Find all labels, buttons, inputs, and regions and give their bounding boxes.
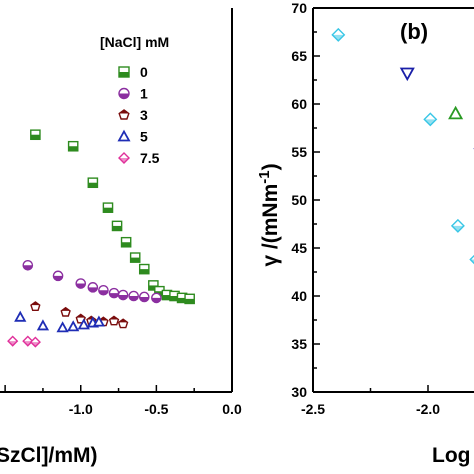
right-data-point (423, 112, 438, 127)
left-data-point (14, 310, 27, 322)
legend-title: [NaCl] mM (100, 34, 169, 50)
left-data-point (87, 282, 99, 293)
left-x-tick-label: -0.5 (144, 401, 168, 417)
left-data-point (22, 259, 34, 271)
legend-marker (118, 66, 130, 78)
left-data-point (30, 129, 41, 141)
legend-marker (118, 109, 130, 120)
left-data-point (75, 278, 87, 289)
left-data-point (129, 252, 141, 263)
left-data-point (7, 335, 19, 347)
left-x-axis-label: SzCl]/mM) (0, 444, 98, 467)
right-y-tick-label: 65 (291, 48, 307, 64)
right-y-axis-label: γ /(mNm-1) (256, 163, 282, 266)
legend-label: 5 (140, 129, 148, 145)
legend-label: 3 (140, 107, 148, 123)
panel-label-b: (b) (400, 19, 428, 44)
left-data-point (117, 289, 129, 301)
legend-label: 0 (140, 64, 148, 80)
left-data-point (138, 263, 150, 275)
right-y-tick-label: 70 (291, 0, 307, 16)
left-data-point (184, 293, 195, 305)
right-data-point (448, 105, 464, 120)
right-x-axis-label: Log (432, 444, 470, 467)
left-data-point (30, 301, 41, 311)
right-x-tick-label: -2.5 (301, 401, 325, 417)
left-data-point (148, 280, 159, 291)
legend-marker (118, 87, 130, 100)
legend-marker (118, 152, 130, 164)
left-x-tick-label: -1.0 (69, 401, 93, 417)
left-data-point (102, 202, 114, 213)
left-data-point (87, 177, 99, 189)
left-panel-plot: -1.0 -0.5 0.0 SzCl]/mM) [NaCl] mM 0 1 3 5 7.5 (0, 8, 242, 467)
right-data-point (469, 254, 474, 265)
left-data-point (60, 306, 71, 317)
right-y-tick-label: 45 (291, 240, 307, 256)
right-data-point (450, 218, 465, 233)
left-data-point (29, 336, 41, 348)
left-data-point (77, 318, 90, 330)
right-x-tick-label: -2.0 (416, 401, 440, 417)
left-data-point (108, 315, 120, 326)
right-y-tick-label: 50 (291, 192, 307, 208)
left-data-point (108, 287, 120, 299)
left-data-point (117, 318, 129, 329)
right-panel-plot: 30 35 40 45 50 55 60 65 70 -2.5 -2.0 Log γ /(mNm-1) (… (256, 0, 474, 467)
left-data-point (128, 290, 139, 302)
left-data-point (111, 220, 123, 232)
right-y-tick-label: 55 (291, 144, 307, 160)
left-data-point (67, 140, 79, 152)
left-data-point (98, 284, 109, 296)
right-y-tick-label: 35 (291, 336, 307, 352)
right-y-tick-label: 30 (291, 384, 307, 400)
legend-label: 7.5 (140, 150, 160, 166)
left-data-point (67, 320, 80, 332)
left-data-point (36, 319, 50, 331)
right-y-tick-label: 40 (291, 288, 307, 304)
left-data-point (120, 236, 132, 248)
right-data-point (331, 27, 346, 42)
left-x-tick-label: 0.0 (222, 401, 242, 417)
left-data-point (138, 291, 150, 303)
right-data-point (399, 67, 415, 82)
left-data-point (151, 292, 162, 304)
legend-label: 1 (140, 86, 148, 102)
right-y-tick-label: 60 (291, 96, 307, 112)
left-data-point (92, 315, 106, 327)
left-data-point (56, 321, 69, 333)
legend-marker (117, 129, 131, 142)
left-data-point (52, 270, 64, 282)
